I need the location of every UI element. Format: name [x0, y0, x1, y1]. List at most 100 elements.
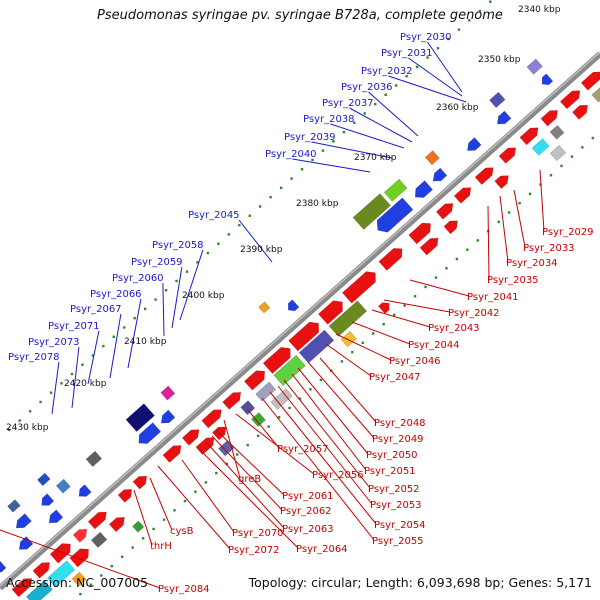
tick-dot: [143, 307, 147, 311]
gene-arrow: [287, 299, 300, 312]
label-leader: [238, 219, 273, 263]
tick-dot: [288, 406, 291, 410]
label-leader: [0, 529, 161, 589]
tick-dot: [256, 434, 260, 438]
gene-arrow: [18, 536, 34, 550]
gene-label: Psyr_2033: [523, 243, 575, 254]
tick-dot: [246, 443, 249, 447]
gene-block: [26, 580, 53, 600]
gene-feature: [160, 385, 176, 401]
gene-feature: [132, 520, 145, 533]
gene-feature: [162, 445, 182, 463]
gene-arrow: [49, 543, 71, 564]
label-leader: [87, 330, 100, 385]
gene-arrow: [222, 392, 242, 410]
gene-arrow: [32, 562, 50, 579]
tick-dot: [175, 279, 178, 283]
gene-feature: [453, 187, 472, 204]
tick-dot: [300, 168, 304, 171]
gene-feature: [108, 517, 125, 533]
tick-dot: [215, 471, 218, 475]
tick-dot: [363, 112, 366, 115]
gene-label: Psyr_2066: [90, 289, 142, 300]
label-leader: [51, 361, 60, 415]
gene-block: [526, 58, 543, 75]
tick-dot: [497, 220, 500, 223]
gene-label: Psyr_2063: [282, 524, 334, 535]
gene-block: [46, 560, 76, 588]
gene-feature: [531, 138, 550, 156]
gene-feature: [117, 489, 133, 503]
gene-arrow: [48, 509, 64, 524]
tick-dot: [206, 251, 210, 255]
gene-label: Psyr_2036: [341, 82, 393, 93]
tick-dot: [164, 289, 168, 292]
gene-arrow: [378, 247, 403, 271]
gene-label: Psyr_2043: [428, 323, 480, 334]
gene-block: [125, 403, 155, 432]
gene-arrow: [160, 409, 176, 424]
gene-arrow: [541, 73, 554, 86]
gene-feature: [125, 403, 155, 432]
label-leader: [383, 299, 451, 313]
gene-feature: [90, 531, 108, 548]
gene-feature: [591, 81, 600, 103]
gene-label: Psyr_2045: [188, 210, 240, 221]
gene-label: Psyr_2051: [364, 466, 416, 477]
gene-feature: [11, 578, 33, 598]
tick-dot: [39, 400, 42, 404]
gene-arrow: [138, 422, 162, 444]
label-leader: [297, 367, 369, 455]
tick-dot: [18, 419, 21, 422]
gene-block: [55, 478, 71, 494]
gene-label: Psyr_2084: [158, 584, 210, 595]
gene-arrow: [262, 346, 291, 374]
tick-dot: [183, 499, 187, 503]
label-leader: [133, 489, 153, 546]
tick-dot: [353, 121, 356, 124]
label-leader: [307, 361, 375, 439]
gene-label: Psyr_2052: [368, 484, 420, 495]
tick-dot: [413, 295, 417, 298]
tick-dot: [455, 257, 459, 261]
gene-feature: [15, 513, 32, 529]
tick-dot: [70, 372, 74, 376]
gene-feature: [138, 422, 162, 444]
tick-dot: [238, 223, 241, 227]
gene-feature: [181, 429, 200, 446]
gene-arrow: [317, 300, 343, 325]
gene-arrow: [580, 71, 600, 91]
gene-labels-layer: Psyr_2030 Psyr_2031 Psyr_2032 Psyr_2036 Psyr…: [8, 32, 594, 595]
kbp-tick-label: 2400 kbp: [182, 291, 225, 301]
label-leader: [319, 357, 377, 423]
gene-feature: [383, 178, 408, 202]
kbp-tick-label: 2430 kbp: [6, 423, 49, 433]
label-leader: [223, 419, 241, 479]
tick-dot: [89, 583, 93, 586]
label-leader: [351, 321, 411, 345]
gene-block: [549, 144, 567, 162]
gene-arrow: [414, 180, 433, 198]
gene-label: Psyr_2070: [232, 528, 284, 539]
label-leader: [127, 298, 142, 369]
label-leader: [205, 441, 285, 529]
gene-feature: [243, 370, 265, 391]
tick-dot: [290, 177, 293, 180]
gene-label: thrH: [150, 541, 172, 552]
gene-label: Psyr_2073: [28, 337, 80, 348]
tick-dot: [340, 360, 344, 363]
tick-dot: [100, 574, 103, 577]
kbp-tick-label: 2380 kbp: [296, 199, 339, 209]
gene-feature: [376, 197, 414, 233]
gene-block: [531, 138, 550, 156]
gene-label: Psyr_2029: [542, 227, 594, 238]
gene-arrow: [540, 110, 558, 127]
gene-block: [489, 91, 506, 108]
gene-feature: [419, 237, 439, 256]
gene-block: [251, 412, 266, 427]
gene-feature: [572, 104, 588, 120]
label-leader: [181, 459, 235, 533]
gene-arrow: [243, 370, 265, 391]
gene-feature: [0, 560, 7, 573]
